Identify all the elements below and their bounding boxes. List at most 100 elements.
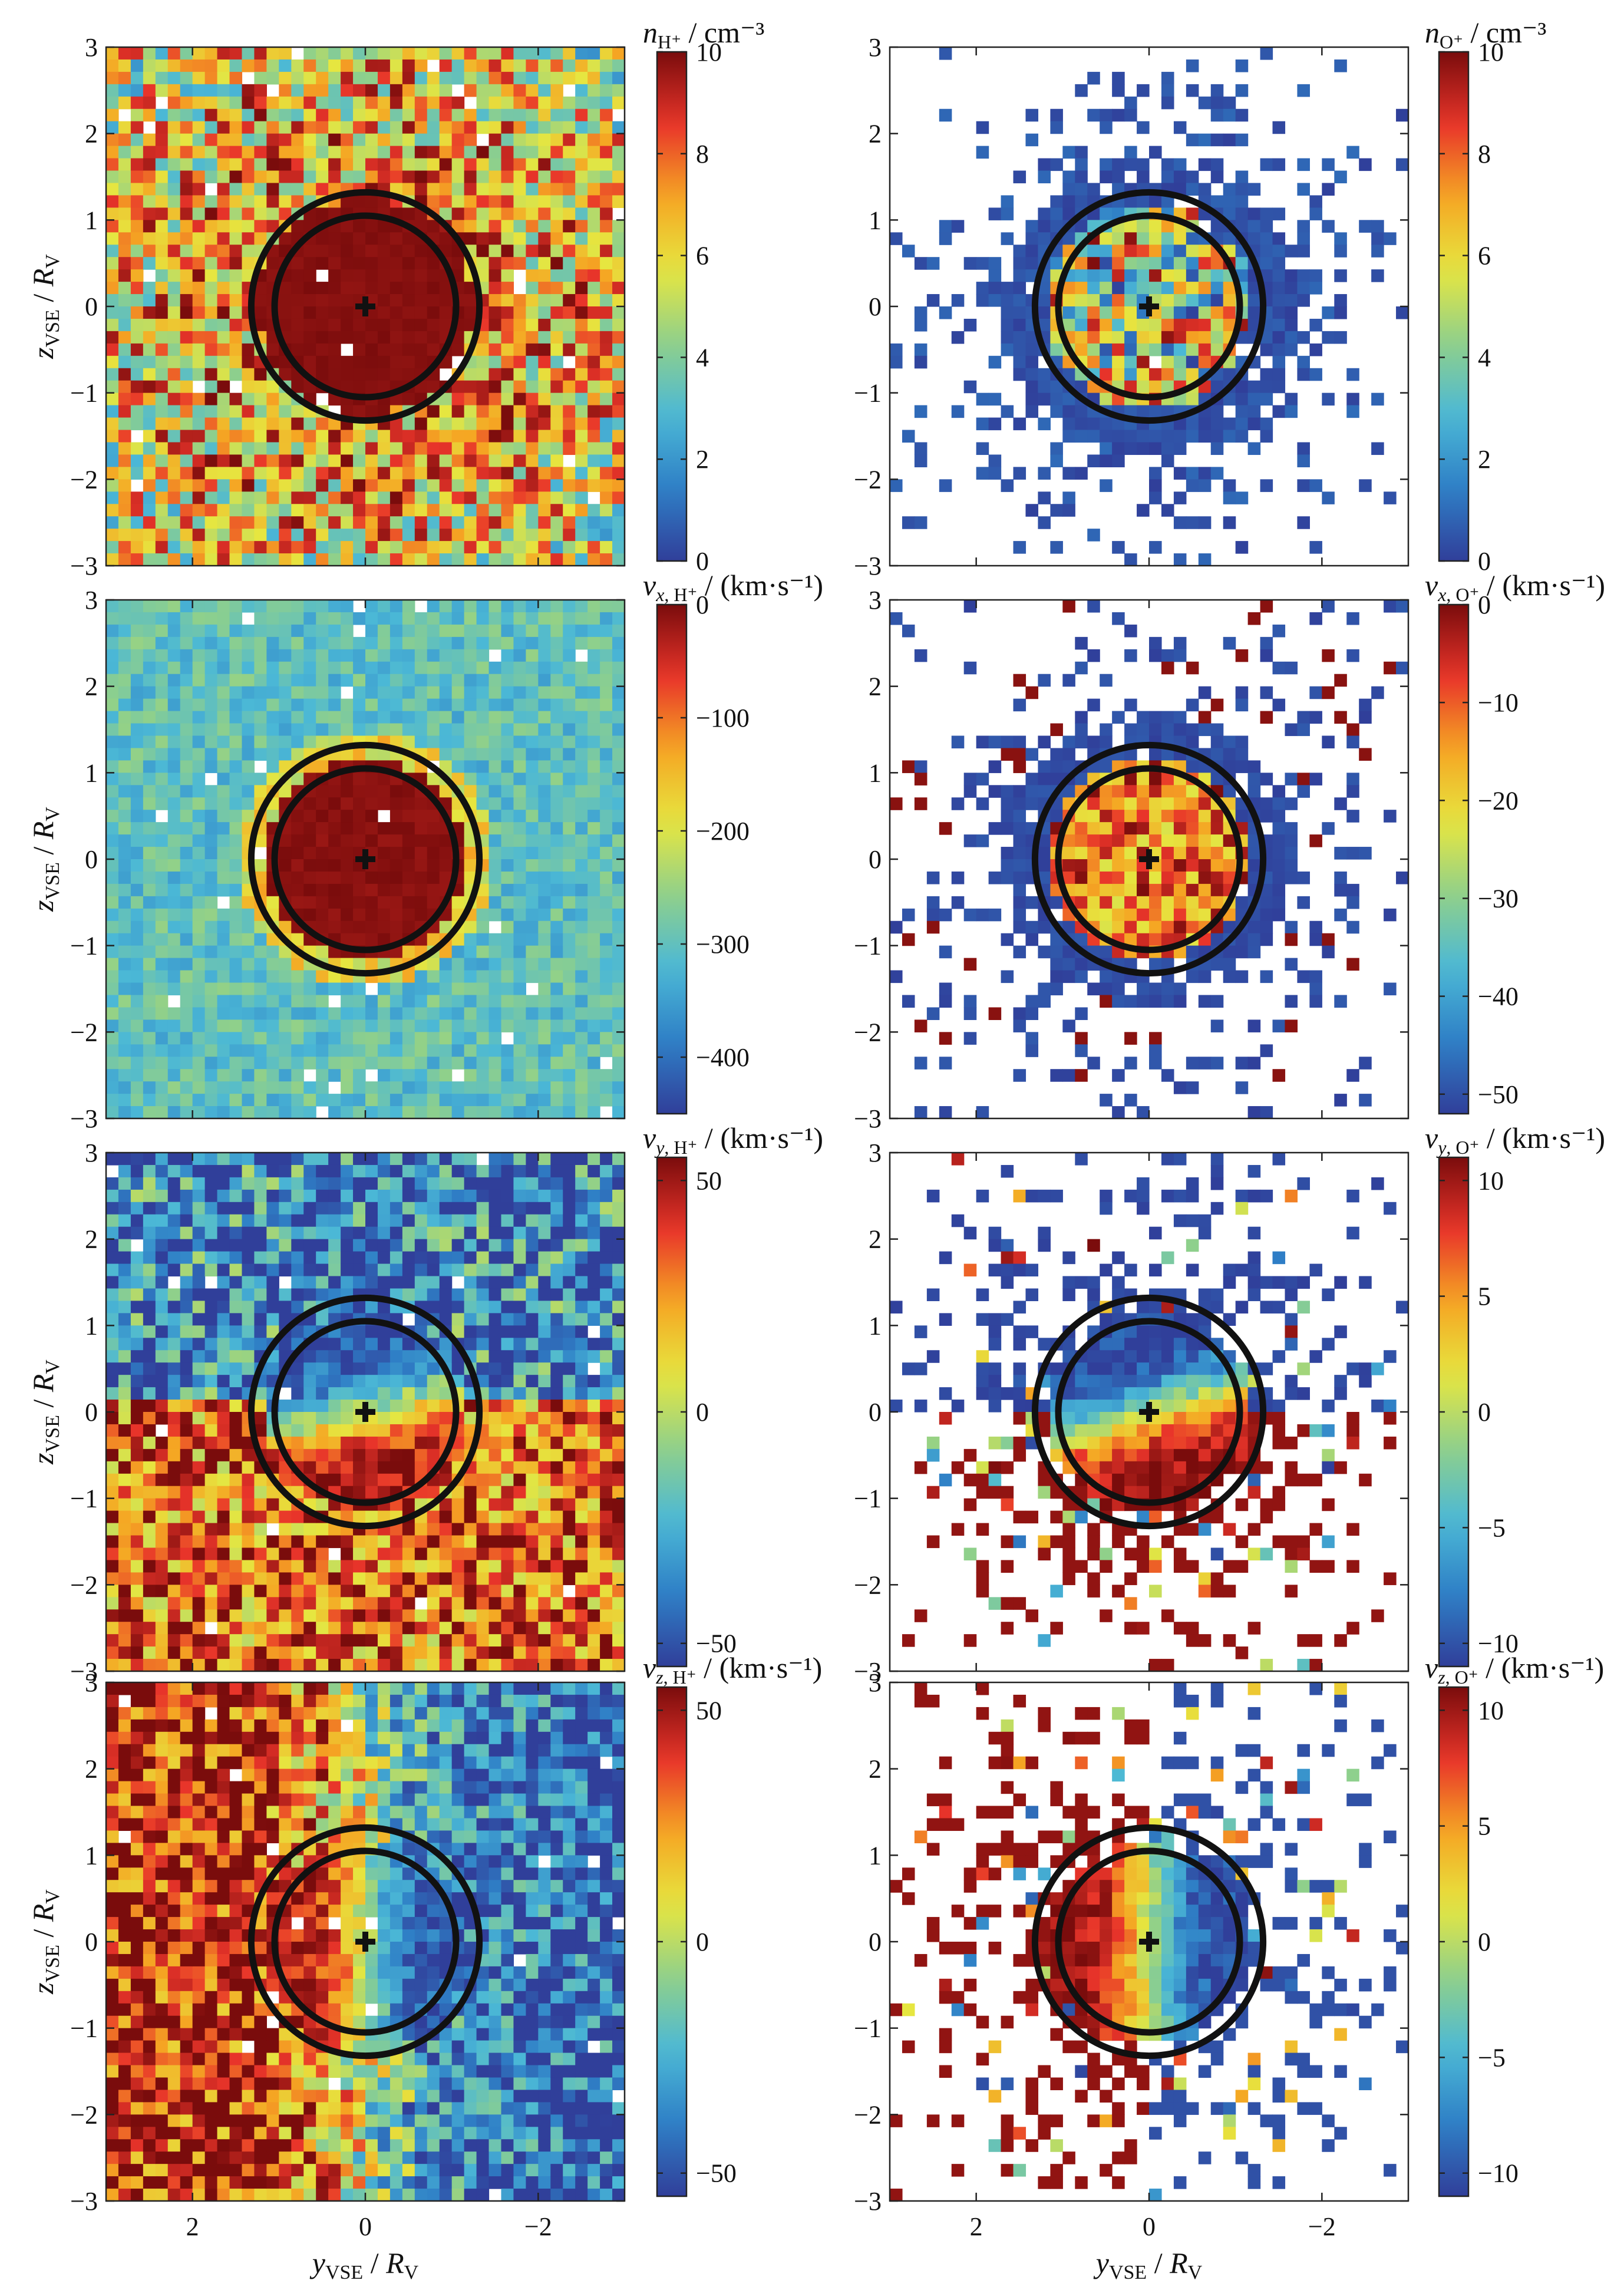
heatmap-cell [1173,810,1187,823]
heatmap-cell [414,146,428,159]
heatmap-cell [476,1094,490,1107]
heatmap-cell [390,454,403,467]
heatmap-cell [390,553,403,566]
heatmap-cell [538,612,551,625]
heatmap-cell [1210,269,1224,282]
heatmap-cell [353,612,366,625]
heatmap-cell [600,785,613,798]
heatmap-cell [1112,306,1125,319]
heatmap-cell [1247,1106,1261,1119]
heatmap-cell [427,970,440,984]
heatmap-cell [167,674,181,687]
heatmap-cell [464,773,477,786]
heatmap-cell [587,612,600,625]
heatmap-cell [365,600,378,613]
heatmap-cell [303,636,316,650]
heatmap-cell [229,970,243,984]
heatmap-cell [130,735,144,749]
heatmap-cell [575,600,588,613]
heatmap-cell [130,723,144,737]
heatmap-cell [563,1007,576,1020]
heatmap-cell [526,392,539,406]
heatmap-cell [328,306,341,319]
heatmap-cell [155,245,169,258]
heatmap-cell [316,920,329,934]
heatmap-cell [106,516,119,529]
heatmap-cell [229,859,243,872]
heatmap-cell [229,232,243,245]
heatmap-cell [390,871,403,885]
heatmap-cell [501,624,514,638]
heatmap-cell [1062,306,1075,319]
heatmap-cell [1297,711,1310,724]
heatmap-cell [550,553,563,566]
heatmap-cell [229,430,243,443]
heatmap-cell [155,553,169,566]
heatmap-cell [217,871,230,885]
heatmap-cell [217,121,230,134]
heatmap-cell [204,430,218,443]
heatmap-cell [513,170,526,184]
heatmap-cell [538,442,551,456]
heatmap-cell [538,847,551,860]
heatmap-cell [476,933,490,946]
heatmap-cell [180,624,193,638]
heatmap-cell [204,1019,218,1032]
heatmap-cell [563,624,576,638]
heatmap-cell [612,133,625,147]
heatmap-cell [254,220,267,233]
heatmap-cell [365,773,378,786]
heatmap-cell [143,220,156,233]
heatmap-cell [341,785,354,798]
heatmap-cell [1309,612,1322,625]
heatmap-cell [254,529,267,542]
heatmap-cell [106,908,119,922]
heatmap-cell [439,748,453,761]
heatmap-cell [328,1057,341,1070]
heatmap-cell [488,674,502,687]
heatmap-cell [1100,331,1113,344]
heatmap-cell [402,1069,415,1082]
heatmap-cell [328,529,341,542]
heatmap-cell [254,71,267,85]
heatmap-cell [476,59,490,72]
heatmap-cell [1247,920,1261,934]
heatmap-cell [476,624,490,638]
heatmap-cell [501,417,514,431]
heatmap-cell [353,195,366,208]
heatmap-cell [476,723,490,737]
heatmap-cell [1038,170,1051,184]
heatmap-cell [575,257,588,270]
heatmap-cell [414,810,428,823]
heatmap-cell [1173,121,1187,134]
heatmap-cell [563,504,576,517]
heatmap-cell [914,1019,927,1032]
heatmap-cell [242,232,255,245]
heatmap-cell [130,170,144,184]
heatmap-cell [563,158,576,171]
heatmap-cell [1223,417,1236,431]
heatmap-cell [1087,306,1100,319]
heatmap-cell [1247,282,1261,295]
heatmap-cell [563,698,576,712]
heatmap-cell [612,59,625,72]
heatmap-cell [488,1069,502,1082]
heatmap-cell [180,674,193,687]
heatmap-cell [1075,306,1088,319]
heatmap-cell [1038,920,1051,934]
heatmap-cell [1075,834,1088,847]
heatmap-cell [612,982,625,996]
heatmap-cell [242,405,255,418]
heatmap-cell [1173,834,1187,847]
heatmap-cell [204,908,218,922]
heatmap-cell [365,1044,378,1057]
heatmap-cell [1285,933,1298,946]
heatmap-cell [242,933,255,946]
heatmap-cell [192,294,206,307]
heatmap-cell [217,84,230,97]
heatmap-cell [1210,331,1224,344]
heatmap-cell [279,442,292,456]
heatmap-cell [612,442,625,456]
heatmap-cell [1001,748,1014,761]
heatmap-cell [427,121,440,134]
